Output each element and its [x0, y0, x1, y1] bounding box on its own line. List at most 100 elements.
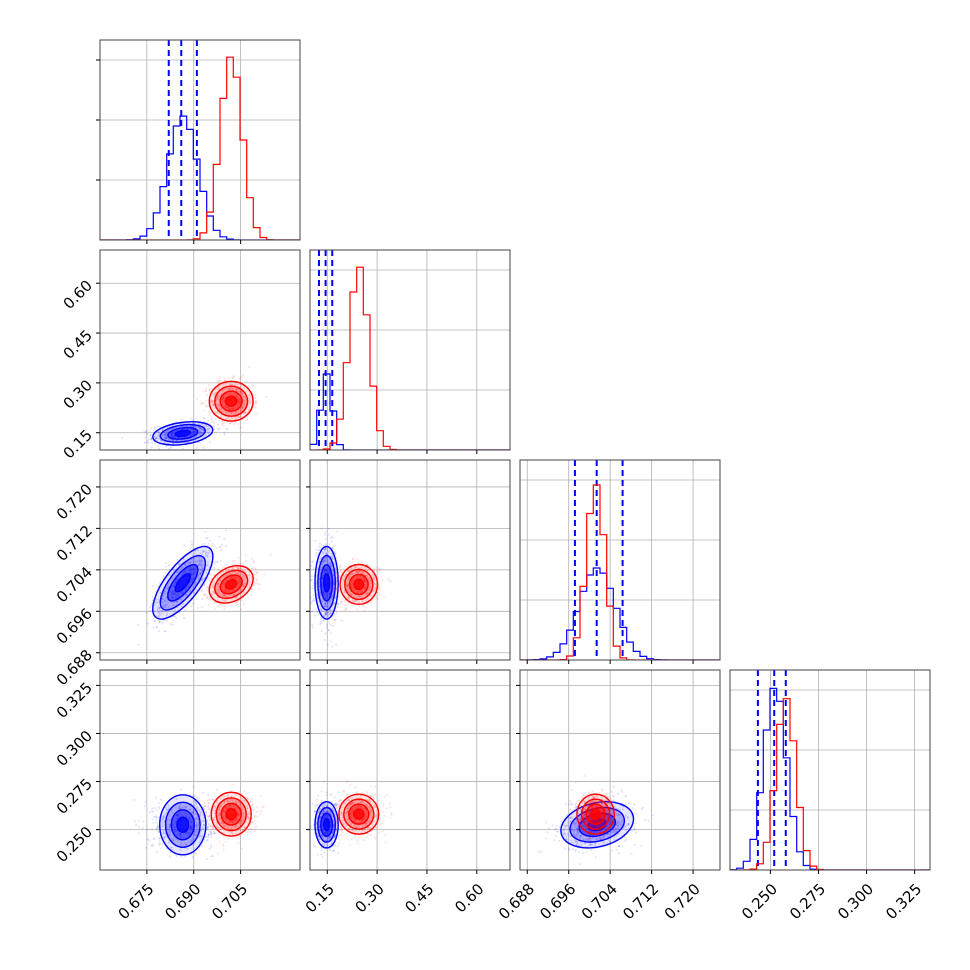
scatter-point: [219, 559, 222, 562]
scatter-point: [165, 436, 168, 439]
scatter-point: [145, 430, 148, 433]
scatter-point: [339, 570, 342, 573]
scatter-point: [315, 548, 318, 551]
scatter-point: [226, 407, 229, 410]
scatter-point: [157, 615, 160, 618]
scatter-point: [232, 375, 235, 378]
scatter-point: [232, 576, 235, 579]
scatter-point: [192, 432, 195, 435]
scatter-point: [357, 570, 360, 573]
scatter-point: [377, 584, 380, 587]
scatter-point: [248, 366, 251, 368]
scatter-point: [241, 588, 243, 591]
scatter-point: [332, 583, 335, 586]
scatter-point: [164, 434, 166, 437]
scatter-point: [232, 407, 235, 410]
scatter-point: [184, 571, 187, 574]
scatter-point: [234, 412, 237, 415]
scatter-point: [167, 583, 170, 585]
scatter-point: [228, 387, 230, 390]
scatter-point: [231, 577, 234, 580]
scatter-point: [240, 416, 243, 419]
scatter-point: [325, 623, 328, 626]
scatter-point: [352, 558, 355, 561]
scatter-point: [368, 587, 371, 589]
scatter-point: [184, 425, 187, 428]
scatter-point: [329, 576, 332, 579]
scatter-point: [238, 580, 241, 583]
scatter-point: [158, 609, 161, 612]
scatter-point: [189, 597, 192, 599]
scatter-point: [345, 583, 348, 586]
scatter-point: [217, 403, 220, 406]
scatter-point: [200, 568, 203, 571]
scatter-point: [154, 590, 157, 593]
scatter-point: [195, 421, 198, 424]
scatter-point: [346, 570, 349, 572]
scatter-point: [327, 533, 330, 536]
scatter-point: [351, 584, 354, 586]
scatter-point: [216, 576, 219, 579]
scatter-point: [230, 408, 233, 411]
scatter-point: [315, 585, 318, 588]
scatter-point: [221, 420, 224, 423]
scatter-point: [251, 386, 254, 389]
scatter-point: [165, 604, 168, 607]
scatter-point: [326, 601, 328, 604]
scatter-point: [176, 570, 179, 573]
scatter-point: [230, 411, 233, 414]
scatter-point: [330, 555, 333, 558]
scatter-point: [170, 433, 173, 436]
scatter-point: [195, 435, 197, 438]
scatter-point: [365, 579, 367, 582]
scatter-point: [232, 589, 235, 592]
scatter-point: [192, 602, 195, 605]
scatter-point: [170, 596, 173, 599]
scatter-point: [185, 593, 188, 596]
scatter-point: [191, 433, 194, 436]
scatter-point: [207, 832, 210, 835]
scatter-point: [237, 401, 239, 404]
scatter-point: [325, 594, 328, 597]
scatter-point: [210, 415, 213, 418]
scatter-point: [191, 577, 194, 580]
scatter-point: [195, 598, 198, 600]
scatter-point: [324, 612, 327, 615]
scatter-point: [235, 602, 238, 605]
scatter-point: [198, 427, 201, 430]
scatter-point: [223, 590, 226, 593]
histogram-series-1: [310, 266, 510, 450]
scatter-point: [216, 410, 219, 413]
scatter-point: [187, 584, 190, 587]
scatter-point: [194, 432, 197, 434]
scatter-point: [228, 407, 231, 410]
scatter-point: [249, 576, 252, 579]
scatter-point: [324, 548, 327, 551]
scatter-point: [174, 581, 177, 584]
scatter-point: [243, 582, 246, 585]
scatter-point: [328, 592, 331, 595]
scatter-point: [321, 581, 324, 584]
scatter-point: [356, 575, 359, 578]
scatter-point: [361, 571, 364, 574]
panel-content: [310, 250, 510, 450]
scatter-point: [190, 559, 193, 561]
scatter-point: [193, 431, 195, 434]
scatter-point: [334, 610, 337, 613]
scatter-point: [318, 578, 321, 581]
scatter-point: [351, 573, 354, 576]
scatter-point: [235, 388, 238, 391]
scatter-point: [223, 401, 226, 404]
scatter-point: [217, 386, 220, 389]
scatter-point: [175, 617, 178, 619]
scatter-point: [176, 600, 178, 603]
scatter-point: [237, 556, 240, 559]
scatter-point: [250, 588, 253, 591]
scatter-point: [190, 569, 193, 572]
scatter-point: [224, 388, 227, 391]
scatter-point: [331, 601, 334, 604]
scatter-point: [201, 589, 203, 591]
scatter-point: [246, 586, 249, 588]
scatter-point: [237, 579, 240, 582]
scatter-point: [151, 807, 154, 810]
